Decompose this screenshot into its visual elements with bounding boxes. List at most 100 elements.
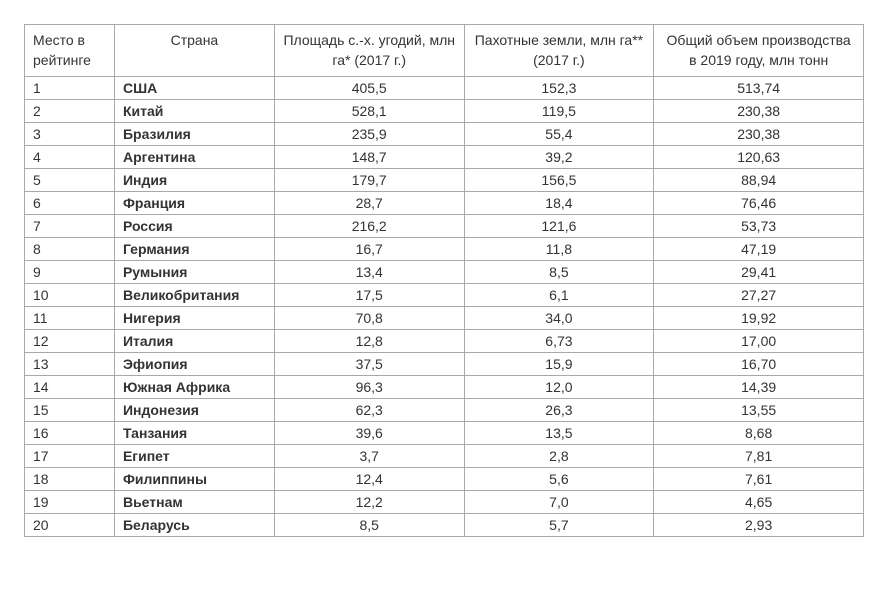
table-row: 12Италия12,86,7317,00 [25, 330, 864, 353]
rank-cell: 11 [25, 307, 115, 330]
production-cell: 16,70 [654, 353, 864, 376]
production-cell: 88,94 [654, 169, 864, 192]
production-cell: 230,38 [654, 123, 864, 146]
area-cell: 148,7 [274, 146, 464, 169]
rank-cell: 1 [25, 77, 115, 100]
table-row: 6Франция28,718,476,46 [25, 192, 864, 215]
production-cell: 7,81 [654, 445, 864, 468]
arable-cell: 34,0 [464, 307, 654, 330]
table-row: 7Россия216,2121,653,73 [25, 215, 864, 238]
table-header: Место в рейтинге Страна Площадь с.-х. уг… [25, 25, 864, 77]
area-cell: 3,7 [274, 445, 464, 468]
table-row: 11Нигерия70,834,019,92 [25, 307, 864, 330]
arable-cell: 55,4 [464, 123, 654, 146]
rank-cell: 14 [25, 376, 115, 399]
table-row: 18Филиппины12,45,67,61 [25, 468, 864, 491]
rank-cell: 5 [25, 169, 115, 192]
arable-cell: 6,73 [464, 330, 654, 353]
country-cell: Танзания [114, 422, 274, 445]
country-cell: Филиппины [114, 468, 274, 491]
country-cell: Италия [114, 330, 274, 353]
rank-cell: 20 [25, 514, 115, 537]
production-cell: 8,68 [654, 422, 864, 445]
rank-cell: 3 [25, 123, 115, 146]
arable-cell: 121,6 [464, 215, 654, 238]
country-cell: Южная Африка [114, 376, 274, 399]
table-row: 14Южная Африка96,312,014,39 [25, 376, 864, 399]
country-cell: Франция [114, 192, 274, 215]
arable-cell: 152,3 [464, 77, 654, 100]
column-header-arable: Пахотные земли, млн га** (2017 г.) [464, 25, 654, 77]
area-cell: 17,5 [274, 284, 464, 307]
rank-cell: 8 [25, 238, 115, 261]
production-cell: 47,19 [654, 238, 864, 261]
country-cell: Россия [114, 215, 274, 238]
country-cell: Эфиопия [114, 353, 274, 376]
arable-cell: 12,0 [464, 376, 654, 399]
area-cell: 62,3 [274, 399, 464, 422]
area-cell: 70,8 [274, 307, 464, 330]
area-cell: 528,1 [274, 100, 464, 123]
rank-cell: 19 [25, 491, 115, 514]
column-header-country: Страна [114, 25, 274, 77]
production-cell: 76,46 [654, 192, 864, 215]
table-row: 2Китай528,1119,5230,38 [25, 100, 864, 123]
table-row: 15Индонезия62,326,313,55 [25, 399, 864, 422]
rank-cell: 12 [25, 330, 115, 353]
area-cell: 13,4 [274, 261, 464, 284]
table-row: 8Германия16,711,847,19 [25, 238, 864, 261]
country-cell: Великобритания [114, 284, 274, 307]
area-cell: 8,5 [274, 514, 464, 537]
arable-cell: 11,8 [464, 238, 654, 261]
area-cell: 12,2 [274, 491, 464, 514]
country-cell: Германия [114, 238, 274, 261]
country-cell: Индия [114, 169, 274, 192]
production-cell: 53,73 [654, 215, 864, 238]
production-cell: 120,63 [654, 146, 864, 169]
rank-cell: 10 [25, 284, 115, 307]
arable-cell: 18,4 [464, 192, 654, 215]
area-cell: 96,3 [274, 376, 464, 399]
table-row: 13Эфиопия37,515,916,70 [25, 353, 864, 376]
table-row: 20Беларусь8,55,72,93 [25, 514, 864, 537]
production-cell: 513,74 [654, 77, 864, 100]
arable-cell: 26,3 [464, 399, 654, 422]
arable-cell: 5,7 [464, 514, 654, 537]
area-cell: 235,9 [274, 123, 464, 146]
table-row: 4Аргентина148,739,2120,63 [25, 146, 864, 169]
rank-cell: 16 [25, 422, 115, 445]
arable-cell: 156,5 [464, 169, 654, 192]
table-row: 16Танзания39,613,58,68 [25, 422, 864, 445]
area-cell: 216,2 [274, 215, 464, 238]
column-header-production: Общий объем производства в 2019 году, мл… [654, 25, 864, 77]
production-cell: 29,41 [654, 261, 864, 284]
table-row: 17Египет3,72,87,81 [25, 445, 864, 468]
area-cell: 28,7 [274, 192, 464, 215]
arable-cell: 7,0 [464, 491, 654, 514]
area-cell: 12,8 [274, 330, 464, 353]
production-cell: 27,27 [654, 284, 864, 307]
column-header-rank: Место в рейтинге [25, 25, 115, 77]
area-cell: 405,5 [274, 77, 464, 100]
production-cell: 4,65 [654, 491, 864, 514]
production-cell: 17,00 [654, 330, 864, 353]
arable-cell: 15,9 [464, 353, 654, 376]
rank-cell: 2 [25, 100, 115, 123]
table-row: 9Румыния13,48,529,41 [25, 261, 864, 284]
arable-cell: 119,5 [464, 100, 654, 123]
production-cell: 19,92 [654, 307, 864, 330]
table-row: 1США405,5152,3513,74 [25, 77, 864, 100]
rank-cell: 18 [25, 468, 115, 491]
country-cell: Китай [114, 100, 274, 123]
country-cell: Нигерия [114, 307, 274, 330]
table-body: 1США405,5152,3513,742Китай528,1119,5230,… [25, 77, 864, 537]
table-header-row: Место в рейтинге Страна Площадь с.-х. уг… [25, 25, 864, 77]
area-cell: 16,7 [274, 238, 464, 261]
country-cell: США [114, 77, 274, 100]
production-cell: 2,93 [654, 514, 864, 537]
production-cell: 13,55 [654, 399, 864, 422]
arable-cell: 13,5 [464, 422, 654, 445]
table-row: 5Индия179,7156,588,94 [25, 169, 864, 192]
country-cell: Вьетнам [114, 491, 274, 514]
arable-cell: 6,1 [464, 284, 654, 307]
